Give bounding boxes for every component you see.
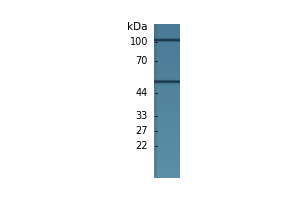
Bar bbox=[154, 61, 181, 62]
Text: 70: 70 bbox=[136, 56, 148, 66]
Text: 44: 44 bbox=[136, 88, 148, 98]
Bar bbox=[154, 63, 181, 64]
Bar bbox=[154, 55, 181, 57]
Bar bbox=[154, 111, 181, 113]
Bar bbox=[154, 165, 181, 166]
Bar bbox=[154, 155, 181, 157]
Bar bbox=[154, 136, 181, 138]
Bar bbox=[154, 68, 181, 70]
Bar bbox=[154, 95, 181, 97]
Bar bbox=[154, 168, 181, 170]
Text: 33: 33 bbox=[136, 111, 148, 121]
Bar bbox=[154, 37, 181, 39]
Bar bbox=[154, 157, 181, 159]
Bar bbox=[154, 166, 181, 168]
Bar bbox=[154, 72, 181, 74]
Bar bbox=[154, 149, 181, 151]
Bar bbox=[154, 64, 181, 66]
Bar bbox=[154, 176, 181, 178]
Bar bbox=[154, 161, 181, 163]
Bar bbox=[154, 86, 181, 88]
Bar bbox=[154, 91, 181, 93]
Bar bbox=[154, 101, 181, 103]
Bar bbox=[154, 172, 181, 174]
Text: 22: 22 bbox=[135, 141, 148, 151]
Bar bbox=[154, 124, 181, 126]
Bar bbox=[154, 159, 181, 161]
Bar bbox=[154, 116, 181, 118]
Bar bbox=[154, 93, 181, 95]
Bar bbox=[154, 30, 181, 32]
Bar bbox=[154, 113, 181, 114]
Bar bbox=[154, 57, 181, 59]
Bar bbox=[154, 28, 181, 30]
Bar bbox=[154, 34, 181, 36]
Bar bbox=[154, 41, 181, 43]
Bar bbox=[154, 163, 181, 165]
Bar bbox=[154, 107, 181, 109]
Bar bbox=[154, 89, 181, 91]
Bar bbox=[154, 141, 181, 143]
Bar bbox=[154, 70, 181, 72]
Bar bbox=[154, 140, 181, 141]
Bar bbox=[154, 49, 181, 51]
Bar bbox=[154, 122, 181, 124]
Bar bbox=[154, 24, 181, 26]
Bar bbox=[154, 153, 181, 155]
Bar bbox=[154, 145, 181, 147]
Bar bbox=[154, 36, 181, 37]
Bar bbox=[154, 99, 181, 101]
Bar bbox=[154, 151, 181, 153]
Bar bbox=[154, 82, 181, 84]
Bar bbox=[154, 120, 181, 122]
Bar bbox=[154, 118, 181, 120]
Bar bbox=[154, 39, 181, 41]
Bar bbox=[154, 51, 181, 53]
Bar bbox=[154, 88, 181, 89]
Bar bbox=[154, 45, 181, 47]
Bar bbox=[154, 138, 181, 140]
Bar bbox=[154, 114, 181, 116]
Bar bbox=[154, 105, 181, 107]
Text: 27: 27 bbox=[135, 126, 148, 136]
Bar bbox=[154, 134, 181, 136]
Bar bbox=[154, 47, 181, 49]
Bar bbox=[154, 147, 181, 149]
Bar bbox=[154, 126, 181, 128]
Bar bbox=[154, 66, 181, 68]
Bar bbox=[154, 143, 181, 145]
Text: 100: 100 bbox=[130, 37, 148, 47]
Bar bbox=[154, 78, 181, 80]
Text: kDa: kDa bbox=[128, 22, 148, 32]
Bar bbox=[154, 24, 157, 178]
Bar bbox=[154, 84, 181, 86]
Bar bbox=[154, 32, 181, 34]
Bar bbox=[154, 59, 181, 61]
Bar bbox=[154, 103, 181, 105]
Bar bbox=[154, 130, 181, 132]
Bar bbox=[154, 128, 181, 130]
Bar bbox=[154, 43, 181, 45]
Bar bbox=[154, 109, 181, 111]
Bar bbox=[154, 80, 181, 82]
Bar bbox=[154, 97, 181, 99]
Bar bbox=[154, 26, 181, 28]
Bar bbox=[154, 74, 181, 76]
Bar bbox=[154, 53, 181, 55]
Bar bbox=[154, 170, 181, 172]
Bar bbox=[154, 76, 181, 78]
Bar bbox=[154, 174, 181, 176]
Bar bbox=[154, 132, 181, 134]
